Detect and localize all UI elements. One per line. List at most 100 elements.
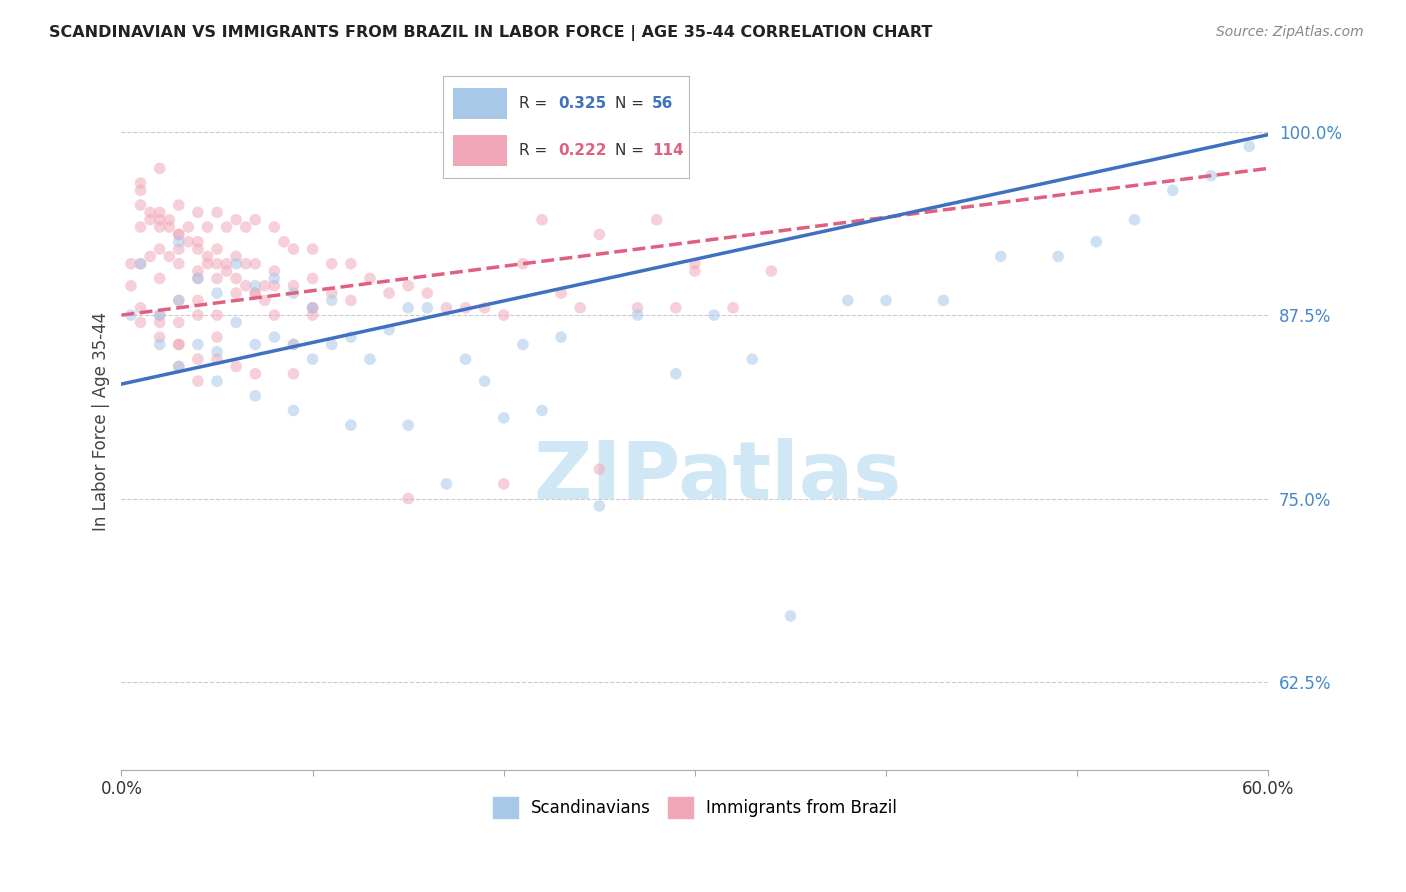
Point — [187, 293, 209, 308]
Point — [205, 352, 228, 367]
Point — [263, 271, 285, 285]
Point — [283, 337, 305, 351]
Point — [396, 491, 419, 506]
Point — [157, 220, 180, 235]
Point — [321, 337, 343, 351]
Point — [283, 286, 305, 301]
Point — [359, 271, 381, 285]
Point — [990, 249, 1012, 263]
Point — [187, 337, 209, 351]
Point — [149, 242, 172, 256]
Point — [215, 257, 238, 271]
Point — [378, 286, 401, 301]
FancyBboxPatch shape — [453, 136, 508, 166]
Point — [167, 198, 190, 212]
Point — [167, 293, 190, 308]
Point — [283, 403, 305, 417]
Point — [436, 301, 458, 315]
Point — [1199, 169, 1222, 183]
Point — [665, 367, 688, 381]
Point — [149, 205, 172, 219]
Point — [273, 235, 295, 249]
Point — [129, 176, 152, 190]
Point — [197, 249, 219, 263]
Point — [129, 220, 152, 235]
Point — [761, 264, 783, 278]
Point — [205, 308, 228, 322]
Point — [129, 257, 152, 271]
Text: Source: ZipAtlas.com: Source: ZipAtlas.com — [1216, 25, 1364, 39]
Point — [245, 337, 267, 351]
Point — [205, 257, 228, 271]
Point — [167, 257, 190, 271]
Point — [120, 308, 142, 322]
Point — [235, 278, 257, 293]
Point — [283, 367, 305, 381]
Point — [215, 264, 238, 278]
Point — [129, 315, 152, 329]
Point — [512, 337, 534, 351]
Point — [187, 235, 209, 249]
Point — [139, 249, 162, 263]
Point — [474, 374, 496, 388]
Point — [187, 271, 209, 285]
Point — [129, 301, 152, 315]
Text: R =: R = — [519, 96, 553, 111]
Point — [550, 330, 572, 344]
Point — [177, 220, 200, 235]
Point — [416, 301, 439, 315]
Text: N =: N = — [616, 144, 650, 158]
Point — [588, 227, 610, 242]
Point — [149, 337, 172, 351]
Point — [149, 271, 172, 285]
Point — [569, 301, 592, 315]
Point — [205, 286, 228, 301]
Point — [301, 308, 323, 322]
Point — [301, 301, 323, 315]
Point — [167, 359, 190, 374]
Point — [588, 462, 610, 476]
Point — [721, 301, 744, 315]
Point — [396, 278, 419, 293]
Point — [683, 264, 706, 278]
Point — [120, 257, 142, 271]
Point — [283, 337, 305, 351]
Point — [149, 220, 172, 235]
Point — [1123, 212, 1146, 227]
Point — [245, 367, 267, 381]
Point — [167, 337, 190, 351]
Point — [283, 278, 305, 293]
Point — [932, 293, 955, 308]
Point — [167, 227, 190, 242]
Point — [512, 257, 534, 271]
Point — [149, 308, 172, 322]
Point — [588, 499, 610, 513]
Point — [225, 271, 247, 285]
Point — [253, 278, 276, 293]
Point — [139, 212, 162, 227]
Point — [263, 264, 285, 278]
Point — [1161, 183, 1184, 197]
Point — [177, 235, 200, 249]
Point — [149, 308, 172, 322]
Point — [167, 315, 190, 329]
Point — [245, 278, 267, 293]
Point — [149, 330, 172, 344]
Point — [359, 352, 381, 367]
Point — [197, 220, 219, 235]
Point — [626, 308, 648, 322]
Point — [263, 278, 285, 293]
Point — [340, 330, 363, 344]
Point — [301, 352, 323, 367]
Point — [245, 286, 267, 301]
Point — [167, 235, 190, 249]
Point — [187, 264, 209, 278]
Point — [157, 249, 180, 263]
Legend: Scandinavians, Immigrants from Brazil: Scandinavians, Immigrants from Brazil — [486, 790, 904, 824]
Point — [301, 271, 323, 285]
Point — [492, 476, 515, 491]
Point — [235, 257, 257, 271]
Point — [187, 271, 209, 285]
Point — [396, 301, 419, 315]
Point — [454, 301, 477, 315]
